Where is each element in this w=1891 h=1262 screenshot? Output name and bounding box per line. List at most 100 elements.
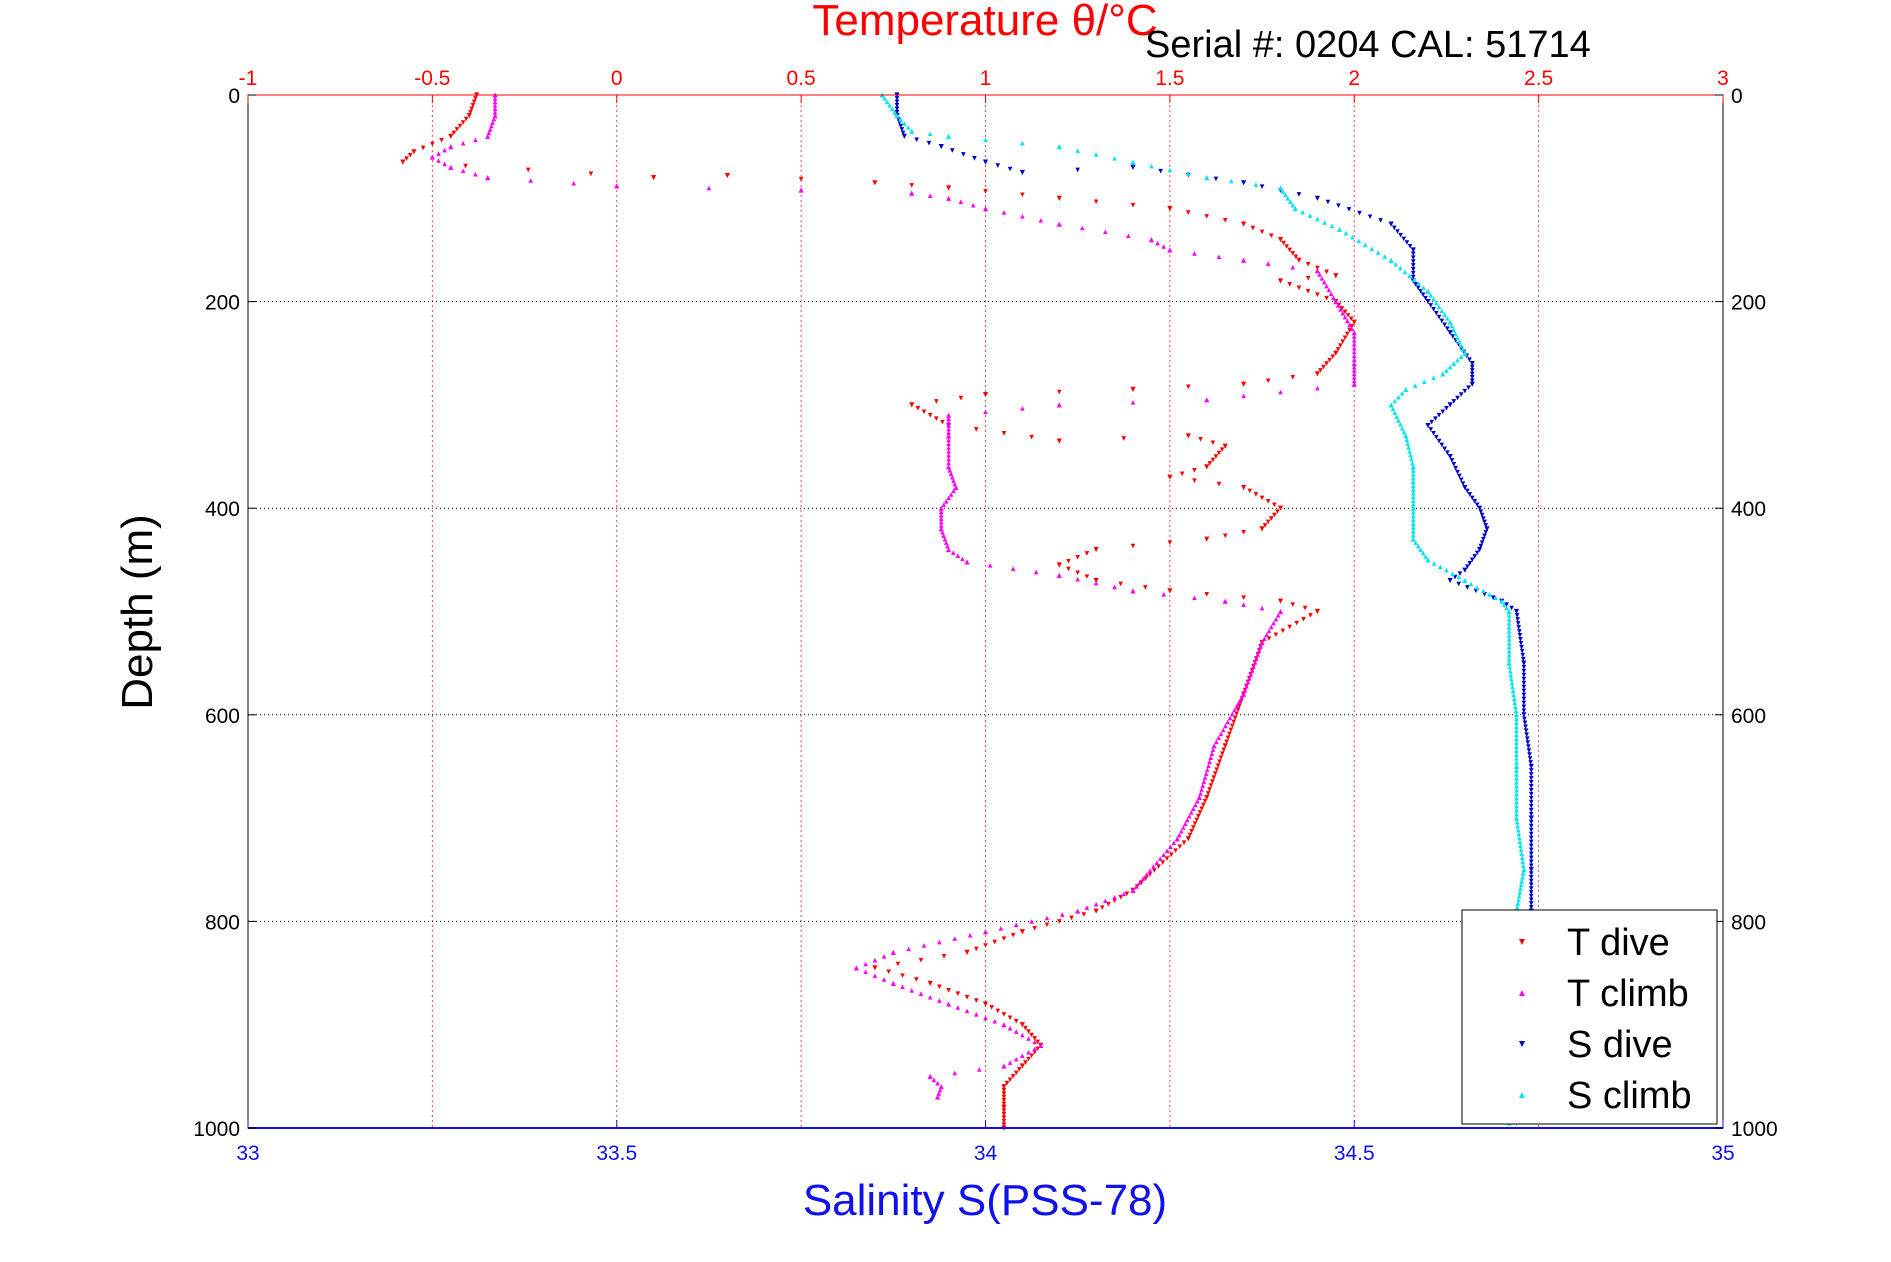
data-point-t-climb [1168, 844, 1173, 850]
data-point-t-dive [1186, 384, 1191, 390]
data-point-s-climb [1507, 664, 1512, 670]
data-point-s-climb [1415, 543, 1421, 549]
data-point-s-dive [1514, 613, 1520, 618]
data-point-t-climb [1335, 303, 1341, 308]
data-point-t-dive [1293, 254, 1299, 260]
data-point-t-climb [436, 151, 441, 156]
data-point-t-dive [1075, 570, 1080, 576]
tick-label-depth-left: 1000 [193, 1118, 240, 1141]
data-point-t-dive [1305, 288, 1311, 294]
data-point-t-dive [983, 943, 988, 948]
data-point-s-climb [1285, 196, 1291, 201]
tick-label-temperature: 2.5 [1524, 67, 1553, 90]
data-point-s-dive [1296, 192, 1302, 197]
data-point-t-climb [1084, 905, 1090, 910]
data-point-s-climb [1413, 540, 1419, 545]
data-point-s-dive [1407, 243, 1413, 249]
data-point-t-dive [1210, 457, 1216, 463]
data-point-t-climb [1278, 389, 1283, 395]
tick-label-temperature: 2 [1348, 67, 1360, 90]
data-point-t-dive [1202, 798, 1208, 804]
data-point-t-dive [1001, 1104, 1007, 1110]
data-point-t-dive [1210, 440, 1216, 446]
data-point-s-climb [1398, 265, 1403, 271]
data-point-s-dive [1474, 550, 1480, 556]
data-point-s-dive [894, 96, 900, 101]
data-point-s-climb [1329, 223, 1335, 229]
data-point-t-climb [798, 187, 804, 193]
data-point-s-dive [1521, 664, 1527, 670]
data-point-s-climb [1514, 791, 1519, 797]
data-point-t-climb [953, 484, 959, 491]
data-point-s-dive [1528, 878, 1534, 884]
data-point-s-climb [1402, 269, 1408, 275]
data-point-s-climb [898, 117, 903, 122]
data-point-t-dive [525, 167, 531, 173]
data-point-t-dive [955, 991, 961, 997]
data-point-t-dive [1167, 540, 1173, 545]
data-point-s-dive [1517, 633, 1523, 638]
data-point-s-climb [1375, 250, 1381, 255]
data-point-t-climb [1351, 349, 1357, 355]
data-point-t-climb [1223, 723, 1228, 729]
data-point-t-dive [1315, 292, 1320, 298]
data-point-t-dive [1241, 530, 1246, 535]
data-point-t-dive [1001, 1094, 1007, 1100]
data-point-s-dive [1449, 458, 1455, 463]
data-point-t-climb [492, 106, 498, 112]
data-point-t-dive [1032, 925, 1037, 931]
data-point-s-climb [1300, 209, 1305, 215]
data-point-t-climb [1239, 695, 1244, 701]
data-point-s-climb [1390, 406, 1396, 412]
tick-label-depth-left: 400 [205, 498, 240, 521]
data-point-t-climb [992, 1018, 998, 1024]
data-point-t-climb [1236, 699, 1242, 705]
data-point-t-dive [1001, 1012, 1007, 1017]
data-point-t-dive [1222, 533, 1228, 539]
data-point-s-climb [1514, 744, 1519, 749]
data-point-t-dive [1333, 350, 1339, 356]
data-point-s-climb [1399, 390, 1405, 396]
data-point-t-climb [448, 164, 454, 170]
data-point-t-climb [1033, 569, 1039, 575]
data-point-t-dive [1225, 735, 1231, 741]
data-point-t-dive [1281, 240, 1286, 246]
data-point-t-climb [938, 512, 944, 518]
data-point-t-climb [1157, 856, 1163, 861]
data-point-s-climb [1511, 696, 1517, 702]
data-point-t-climb [946, 1001, 952, 1007]
data-point-t-climb [1351, 338, 1357, 343]
data-point-t-climb [998, 925, 1004, 931]
data-point-t-dive [946, 185, 952, 191]
data-point-t-dive [1253, 492, 1259, 497]
data-point-s-climb [1506, 608, 1512, 615]
data-point-t-dive [1181, 840, 1187, 846]
data-point-t-dive [1272, 512, 1277, 518]
data-point-s-climb [1405, 441, 1411, 446]
data-point-t-dive [1013, 1070, 1019, 1076]
data-point-t-dive [1167, 206, 1173, 212]
data-point-s-climb [1404, 437, 1410, 443]
data-point-s-climb [1518, 886, 1523, 891]
data-point-s-climb [1290, 202, 1296, 208]
data-point-t-climb [946, 456, 951, 462]
data-point-t-dive [1201, 802, 1206, 808]
data-point-t-dive [946, 987, 951, 993]
data-point-s-climb [1504, 605, 1509, 611]
data-point-t-dive [1001, 1101, 1007, 1107]
data-point-t-dive [470, 103, 476, 108]
data-point-s-dive [1522, 720, 1528, 726]
data-point-s-dive [901, 133, 907, 139]
data-point-t-dive [1259, 526, 1265, 532]
data-point-t-climb [1210, 747, 1216, 753]
data-point-t-climb [1093, 580, 1099, 586]
data-point-t-dive [1231, 719, 1236, 725]
data-point-s-dive [1420, 292, 1426, 298]
data-point-s-climb [1288, 199, 1293, 205]
data-point-s-dive [1528, 835, 1534, 841]
data-point-s-climb [1506, 644, 1512, 650]
data-point-s-dive [899, 127, 905, 132]
data-point-s-dive [1528, 799, 1534, 805]
data-point-s-climb [1322, 220, 1328, 225]
data-point-t-dive [1321, 364, 1326, 370]
